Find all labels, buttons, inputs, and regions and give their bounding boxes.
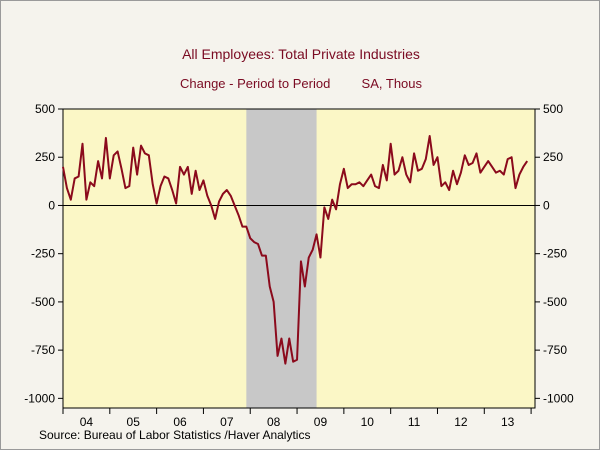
series-layer [62, 135, 529, 365]
x-tick-label: 07 [220, 415, 234, 429]
y-tick-label-left: -1000 [24, 391, 55, 405]
chart-title: All Employees: Total Private Industries [182, 46, 420, 62]
x-tick-label: 12 [454, 415, 468, 429]
plot-area [63, 109, 535, 408]
y-tick-label-right: 500 [543, 102, 563, 116]
y-tick-label-left: -250 [31, 247, 55, 261]
y-tick-label-left: -500 [31, 295, 55, 309]
x-tick-label: 08 [267, 415, 281, 429]
source-note: Source: Bureau of Labor Statistics /Have… [39, 428, 311, 442]
y-tick-label-left: 0 [48, 198, 55, 212]
x-tick-label: 06 [173, 415, 187, 429]
chart-subtitle: Change - Period to Period SA, Thous [1, 76, 600, 91]
x-tick-label: 10 [361, 415, 375, 429]
x-tick-label: 09 [314, 415, 328, 429]
y-tick-label-left: -750 [31, 343, 55, 357]
y-tick-label-right: -500 [543, 295, 567, 309]
y-tick-label-right: -250 [543, 247, 567, 261]
y-tick-label-right: -1000 [543, 391, 574, 405]
subtitle-measure: Change - Period to Period [179, 76, 331, 91]
x-tick-label: 05 [127, 415, 141, 429]
y-tick-label-left: 500 [35, 102, 55, 116]
subtitle-units: SA, Thous [361, 76, 423, 91]
plot-border [62, 108, 536, 409]
x-tick-label: 11 [408, 415, 421, 429]
x-tick-label: 04 [80, 415, 94, 429]
x-tick-label: 13 [501, 415, 515, 429]
axes: 500 500 250 250 0 0 -250 -250 -500 -500 -750 -750 -1… [24, 102, 574, 429]
y-tick-label-right: 0 [543, 198, 550, 212]
series-line [62, 135, 529, 365]
y-tick-label-left: 250 [35, 150, 55, 164]
recession-band [246, 109, 317, 408]
y-tick-label-right: -750 [543, 343, 567, 357]
y-tick-label-right: 250 [543, 150, 563, 164]
